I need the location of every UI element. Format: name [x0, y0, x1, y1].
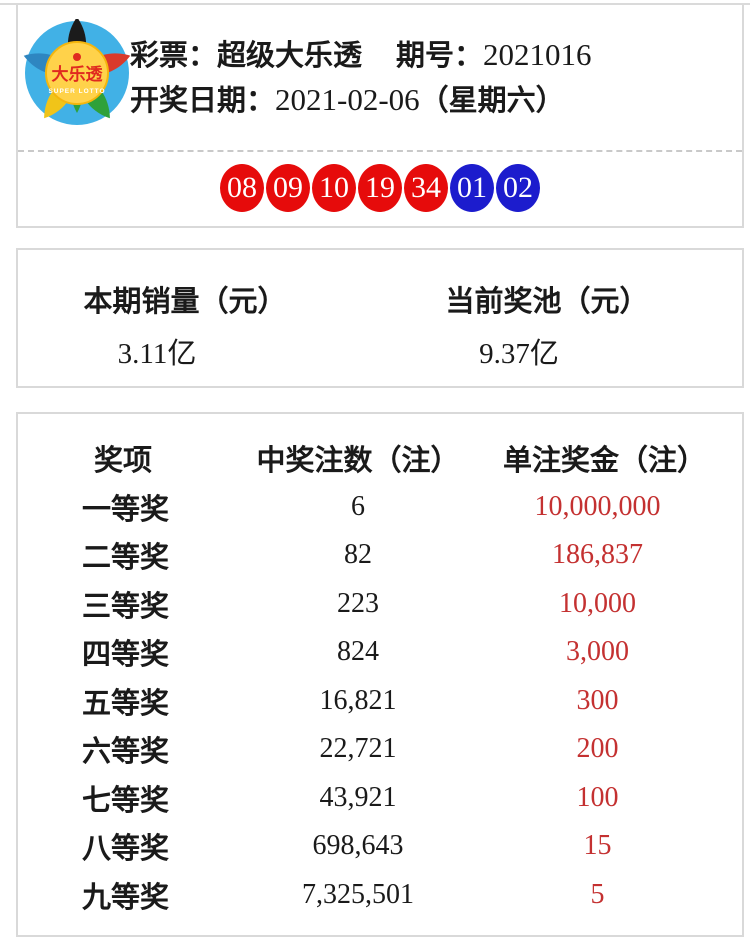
prize-amount: 200	[576, 733, 619, 765]
draw-date-value: 2021-02-06	[275, 82, 420, 117]
prize-amount: 5	[590, 878, 605, 910]
sales-value: 3.11亿	[117, 338, 197, 370]
prize-table-row: 二等奖 82 186,837	[18, 531, 742, 580]
draw-date-line: 开奖日期：2021-02-06（星期六）	[130, 78, 592, 123]
prize-amount: 10,000,000	[534, 490, 661, 522]
lottery-name-label: 彩票：超级大乐透	[130, 40, 363, 72]
front-number-ball: 09	[266, 164, 310, 212]
prize-amount: 100	[576, 781, 619, 813]
winning-numbers-row: 08 09 10 19 34 01 02	[18, 164, 742, 212]
prize-level: 一等奖	[82, 493, 170, 526]
winner-count: 223	[337, 587, 379, 619]
front-number-ball: 08	[220, 164, 264, 212]
winner-count: 698,643	[312, 830, 404, 862]
prize-table-row: 一等奖 6 10,000,000	[18, 483, 742, 532]
logo-title: 大乐透	[52, 64, 104, 84]
prize-table-row: 七等奖 43,921 100	[18, 774, 742, 823]
col-header-level: 奖项	[94, 445, 153, 478]
prize-table-row: 五等奖 16,821 300	[18, 677, 742, 726]
pool-column: 当前奖池（元） 9.37亿	[380, 286, 742, 386]
prize-amount: 300	[576, 684, 619, 716]
draw-header-card: 大乐透 SUPER LOTTO 彩票：超级大乐透 期号：2021016 开奖日期：…	[16, 5, 744, 228]
sales-column: 本期销量（元） 3.11亿	[18, 286, 380, 386]
prize-table-body: 一等奖 6 10,000,000 二等奖 82 186,837 三等奖 223 10,000 四等…	[18, 483, 742, 920]
super-lotto-logo-icon: 大乐透 SUPER LOTTO	[23, 19, 131, 125]
pool-value: 9.37亿	[479, 338, 559, 370]
prize-amount: 186,837	[552, 539, 643, 571]
winner-count: 6	[351, 490, 365, 522]
front-number-ball: 19	[358, 164, 402, 212]
winner-count: 16,821	[319, 684, 397, 716]
back-number-ball: 01	[450, 164, 494, 212]
draw-date-label: 开奖日期：	[130, 85, 276, 117]
prize-level: 六等奖	[82, 736, 170, 769]
prize-table-row: 四等奖 824 3,000	[18, 628, 742, 677]
winner-count: 22,721	[319, 733, 397, 765]
prize-level: 五等奖	[82, 687, 170, 720]
front-number-ball: 34	[404, 164, 448, 212]
pool-label: 当前奖池（元）	[445, 286, 649, 318]
draw-title-line: 彩票：超级大乐透 期号：2021016	[130, 33, 592, 78]
winner-count: 82	[344, 539, 372, 571]
prize-level: 二等奖	[82, 542, 170, 575]
prize-table-row: 三等奖 223 10,000	[18, 580, 742, 629]
top-divider	[0, 3, 750, 5]
issue-label: 期号：	[396, 40, 484, 72]
prize-amount: 10,000	[559, 587, 636, 619]
prize-table-row: 八等奖 698,643 15	[18, 822, 742, 871]
dashed-divider	[18, 150, 742, 152]
col-header-count: 中奖注数（注）	[256, 445, 460, 478]
prize-level: 七等奖	[82, 784, 170, 817]
front-number-ball: 10	[312, 164, 356, 212]
prize-table-row: 九等奖 7,325,501 5	[18, 871, 742, 920]
prize-amount: 3,000	[566, 636, 629, 668]
draw-info: 彩票：超级大乐透 期号：2021016 开奖日期：2021-02-06（星期六）	[130, 33, 592, 123]
logo-subtitle: SUPER LOTTO	[48, 88, 105, 95]
winner-count: 824	[337, 636, 379, 668]
prize-amount: 15	[583, 830, 612, 862]
prize-level: 三等奖	[82, 590, 170, 623]
back-number-ball: 02	[496, 164, 540, 212]
sales-label: 本期销量（元）	[83, 286, 287, 318]
winner-count: 43,921	[319, 781, 397, 813]
winner-count: 7,325,501	[302, 878, 414, 910]
prize-level: 九等奖	[82, 881, 170, 914]
prize-table-row: 六等奖 22,721 200	[18, 725, 742, 774]
col-header-prize: 单注奖金（注）	[503, 445, 707, 478]
prize-table-card: 奖项 中奖注数（注） 单注奖金（注） 一等奖 6 10,000,000 二等奖 82 18…	[16, 412, 744, 937]
prize-table-header-row: 奖项 中奖注数（注） 单注奖金（注）	[18, 434, 742, 483]
prize-level: 八等奖	[82, 833, 170, 866]
issue-number: 2021016	[483, 37, 592, 72]
draw-weekday: （星期六）	[419, 85, 565, 117]
prize-level: 四等奖	[82, 639, 170, 672]
sales-pool-card: 本期销量（元） 3.11亿 当前奖池（元） 9.37亿	[16, 248, 744, 388]
